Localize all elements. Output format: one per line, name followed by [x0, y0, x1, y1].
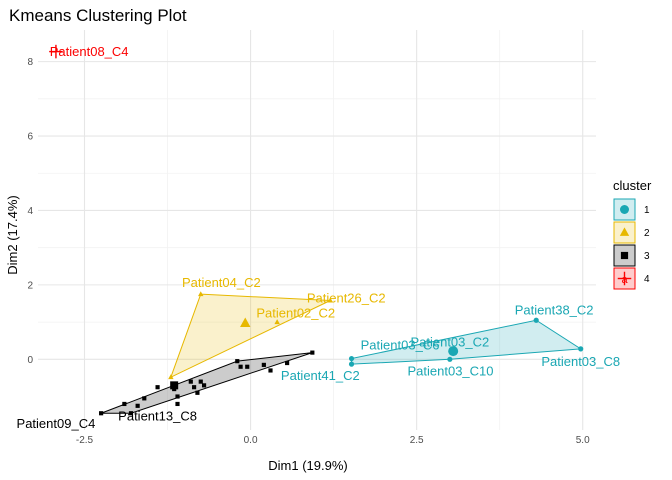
cluster-3-centroid — [170, 381, 179, 390]
cluster-3-point — [285, 360, 290, 366]
cluster-3-point — [261, 362, 266, 367]
cluster-1-point — [533, 317, 539, 323]
point-label: Patient13_C8 — [118, 409, 197, 424]
cluster-1-point — [348, 361, 355, 367]
cluster-3-point — [99, 411, 104, 416]
cluster-2-point — [168, 374, 174, 380]
point-label: Patient03_C10 — [408, 363, 494, 378]
cluster-2-point — [198, 291, 204, 297]
legend-marker-1 — [620, 205, 629, 214]
axes: -2.5 0.0 2.5 5.0 0 2 4 6 8 — [27, 57, 590, 446]
point-label: Patient02_C2 — [256, 305, 335, 320]
point-label: Patient04_C2 — [182, 275, 261, 290]
cluster-3-point — [245, 364, 250, 369]
cluster-2-centroid — [240, 317, 251, 328]
cluster-2-point — [327, 297, 334, 303]
cluster-1-point — [447, 356, 453, 362]
point-label: Patient41_C2 — [281, 368, 360, 383]
y-tick-label: 4 — [27, 206, 33, 217]
legend-label-3: 3 — [644, 251, 650, 262]
legend-label-1: 1 — [644, 205, 650, 216]
y-tick-label: 8 — [27, 57, 33, 68]
cluster-3-point — [238, 364, 243, 369]
y-tick-label: 0 — [27, 355, 33, 366]
cluster-3-point — [135, 403, 140, 408]
cluster-3-point — [128, 411, 134, 416]
x-tick-label: -2.5 — [76, 435, 94, 446]
cluster-1-centroid — [448, 346, 459, 357]
legend-marker-3 — [620, 251, 629, 260]
legend-title: cluster — [613, 178, 652, 193]
cluster-3-point — [195, 390, 200, 395]
cluster-points — [49, 44, 584, 416]
legend-marker-text-4: a — [621, 274, 628, 286]
point-label: Patient03_C8 — [541, 354, 620, 369]
x-axis-title: Dim1 (19.9%) — [268, 458, 347, 473]
legend-label-4: 4 — [644, 274, 650, 285]
cluster-3-point — [268, 368, 273, 373]
point-label: Patient03_C6 — [361, 338, 440, 353]
y-tick-label: 2 — [27, 280, 33, 291]
legend-marker-4 — [617, 271, 632, 286]
cluster-3-point — [175, 401, 180, 407]
cluster-3-point — [235, 359, 240, 364]
cluster-hulls — [100, 293, 583, 414]
legend-label-2: 2 — [644, 228, 650, 239]
point-label: Patient38_C2 — [515, 303, 594, 318]
cluster-1-point — [348, 355, 355, 362]
cluster-3-point — [198, 379, 203, 384]
cluster-4-point — [49, 44, 63, 59]
cluster-3-point — [310, 350, 315, 355]
grid-lines — [38, 30, 596, 430]
cluster-1-point — [578, 346, 584, 352]
cluster-3-point — [188, 379, 193, 384]
y-axis-title: Dim2 (17.4%) — [5, 195, 20, 274]
point-label: Patient26_C2 — [307, 290, 386, 305]
chart-title: Kmeans Clustering Plot — [9, 6, 187, 25]
cluster-3-point — [155, 385, 160, 390]
x-tick-label: 2.5 — [410, 435, 424, 446]
cluster-3-point — [142, 396, 147, 401]
point-label: Patient08_C4 — [50, 44, 129, 59]
cluster-3-point — [122, 401, 127, 407]
y-tick-label: 6 — [27, 132, 33, 143]
cluster-3-point — [192, 385, 197, 390]
point-label: Patient03_C2 — [410, 335, 489, 350]
cluster-2-point — [274, 319, 280, 325]
cluster-3-point — [201, 383, 207, 388]
x-tick-label: 5.0 — [576, 435, 590, 446]
cluster-2-hull — [169, 293, 331, 379]
legend: cluster 1 2 3 a 4 — [613, 178, 652, 290]
point-label: Patient09_C4 — [17, 416, 96, 431]
x-tick-label: 0.0 — [244, 435, 258, 446]
legend-marker-2 — [619, 227, 630, 236]
cluster-3-point — [175, 394, 180, 399]
